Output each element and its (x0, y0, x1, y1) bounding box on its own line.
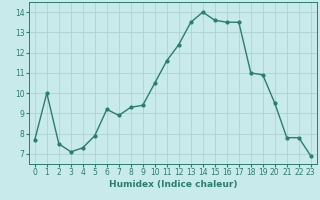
X-axis label: Humidex (Indice chaleur): Humidex (Indice chaleur) (108, 180, 237, 189)
